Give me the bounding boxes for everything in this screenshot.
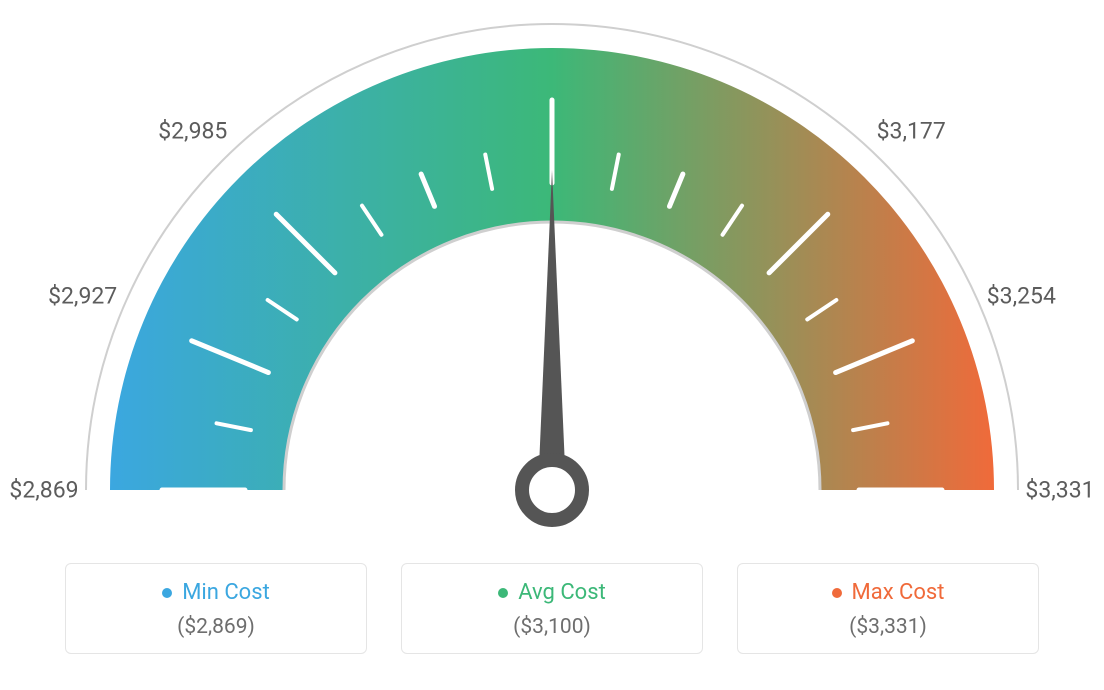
gauge-tick-label: $2,985 — [158, 117, 227, 144]
legend-min-cost: Min Cost ($2,869) — [65, 563, 367, 654]
legend-max-value: ($3,331) — [738, 615, 1038, 639]
legend-max-header: Max Cost — [738, 580, 1038, 605]
legend-avg-value: ($3,100) — [402, 615, 702, 639]
legend-row: Min Cost ($2,869) Avg Cost ($3,100) Max … — [0, 563, 1104, 654]
gauge-area: $2,869$2,927$2,985$3,100$3,177$3,254$3,3… — [0, 0, 1104, 560]
dot-icon — [162, 588, 172, 598]
cost-gauge-widget: $2,869$2,927$2,985$3,100$3,177$3,254$3,3… — [0, 0, 1104, 690]
legend-min-header: Min Cost — [66, 580, 366, 605]
gauge-svg — [0, 0, 1104, 560]
gauge-tick-label: $3,331 — [1025, 477, 1094, 504]
gauge-tick-label: $2,927 — [48, 282, 117, 309]
legend-avg-header: Avg Cost — [402, 580, 702, 605]
gauge-tick-label: $2,869 — [9, 477, 78, 504]
legend-max-cost: Max Cost ($3,331) — [737, 563, 1039, 654]
legend-min-value: ($2,869) — [66, 615, 366, 639]
legend-min-label: Min Cost — [182, 580, 270, 605]
dot-icon — [498, 588, 508, 598]
gauge-tick-label: $3,254 — [987, 282, 1056, 309]
legend-avg-cost: Avg Cost ($3,100) — [401, 563, 703, 654]
legend-max-label: Max Cost — [852, 580, 945, 605]
dot-icon — [832, 588, 842, 598]
gauge-tick-label: $3,177 — [877, 117, 946, 144]
legend-avg-label: Avg Cost — [518, 580, 606, 605]
